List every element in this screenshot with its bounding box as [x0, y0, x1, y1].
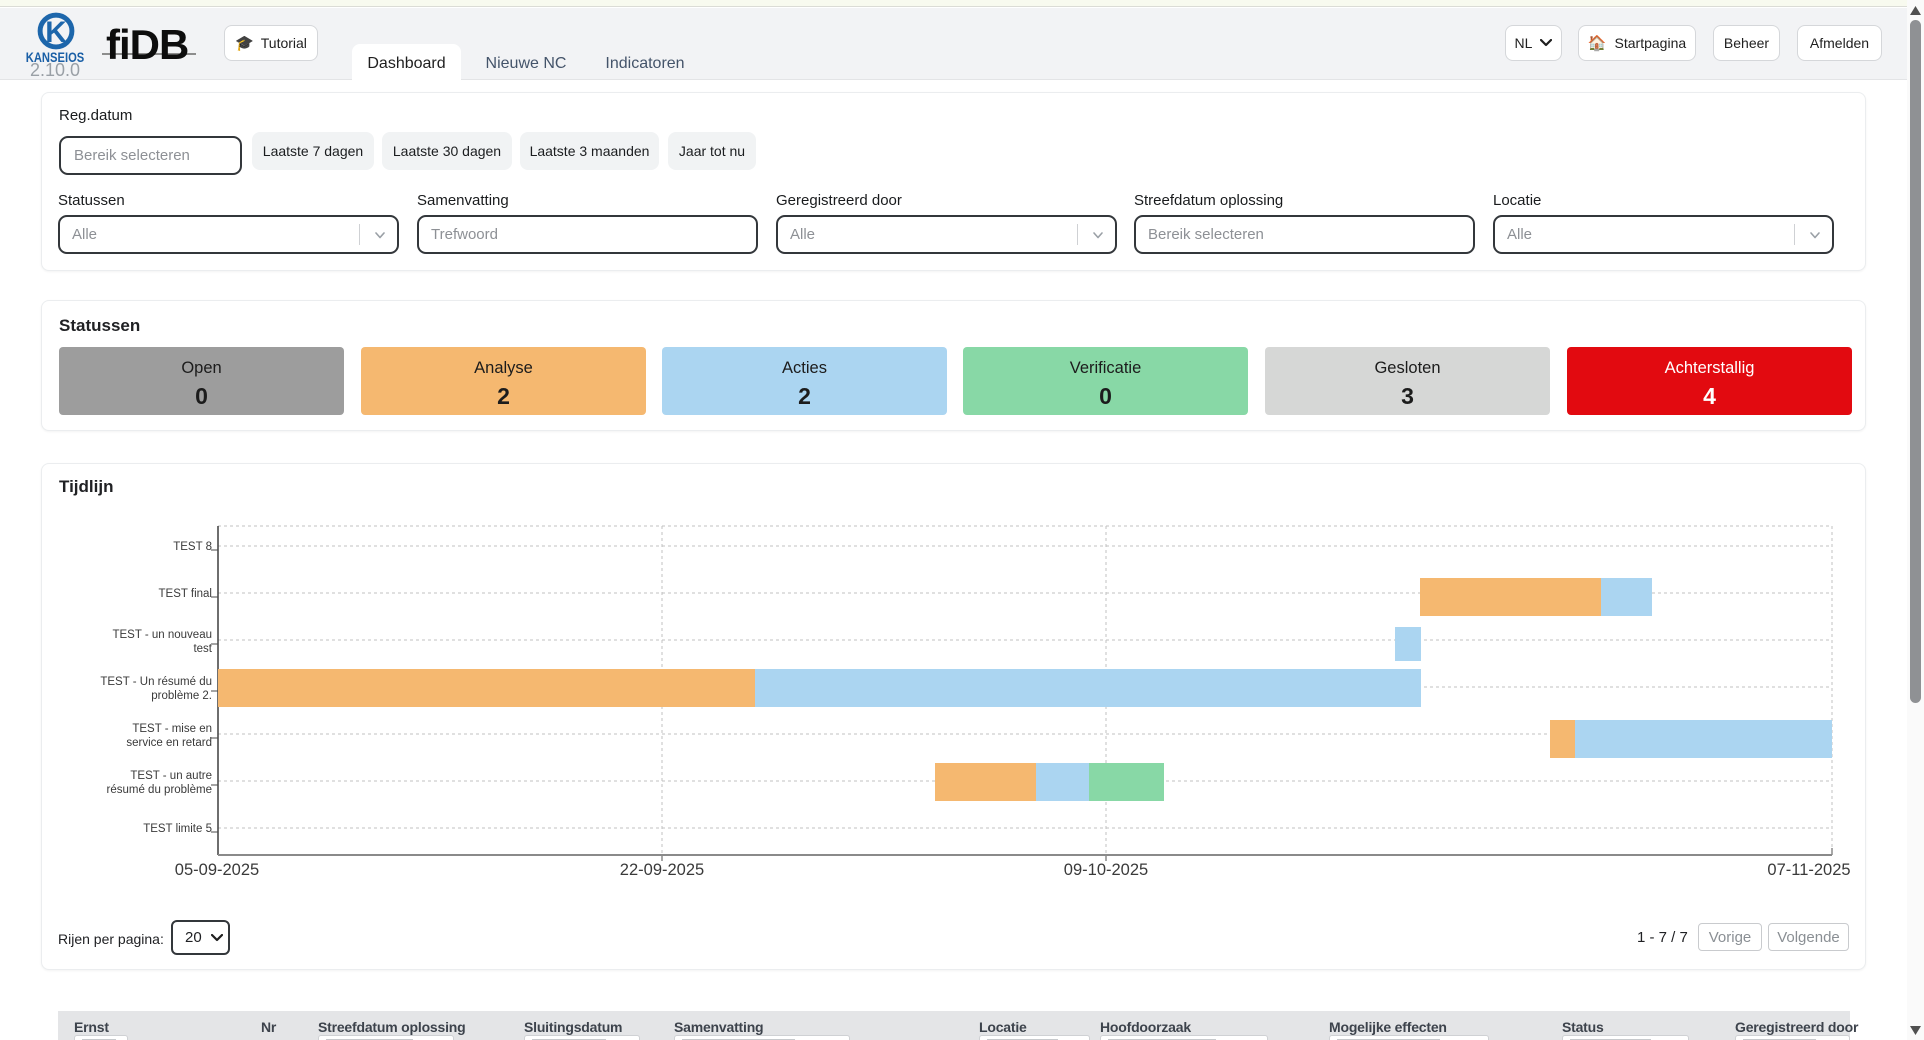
svg-text:TEST - un autre: TEST - un autre [130, 770, 212, 782]
svg-text:09-10-2025: 09-10-2025 [1064, 861, 1148, 879]
svg-text:TEST - mise en: TEST - mise en [132, 723, 212, 735]
svg-text:K: K [45, 16, 67, 49]
svg-text:22-09-2025: 22-09-2025 [620, 861, 704, 879]
svg-text:05-09-2025: 05-09-2025 [175, 861, 259, 879]
svg-text:07-11-2025: 07-11-2025 [1767, 861, 1850, 879]
svg-text:TEST final: TEST final [159, 588, 212, 600]
svg-text:TEST - un nouveau: TEST - un nouveau [112, 629, 212, 641]
svg-text:TEST limite 5: TEST limite 5 [143, 823, 212, 835]
svg-text:test: test [193, 643, 212, 655]
svg-text:TEST 8: TEST 8 [173, 541, 212, 553]
svg-text:problème 2.: problème 2. [151, 690, 212, 702]
svg-text:résumé du problème: résumé du problème [107, 784, 212, 796]
svg-text:TEST - Un résumé du: TEST - Un résumé du [100, 676, 212, 688]
svg-text:service en retard: service en retard [126, 737, 212, 749]
